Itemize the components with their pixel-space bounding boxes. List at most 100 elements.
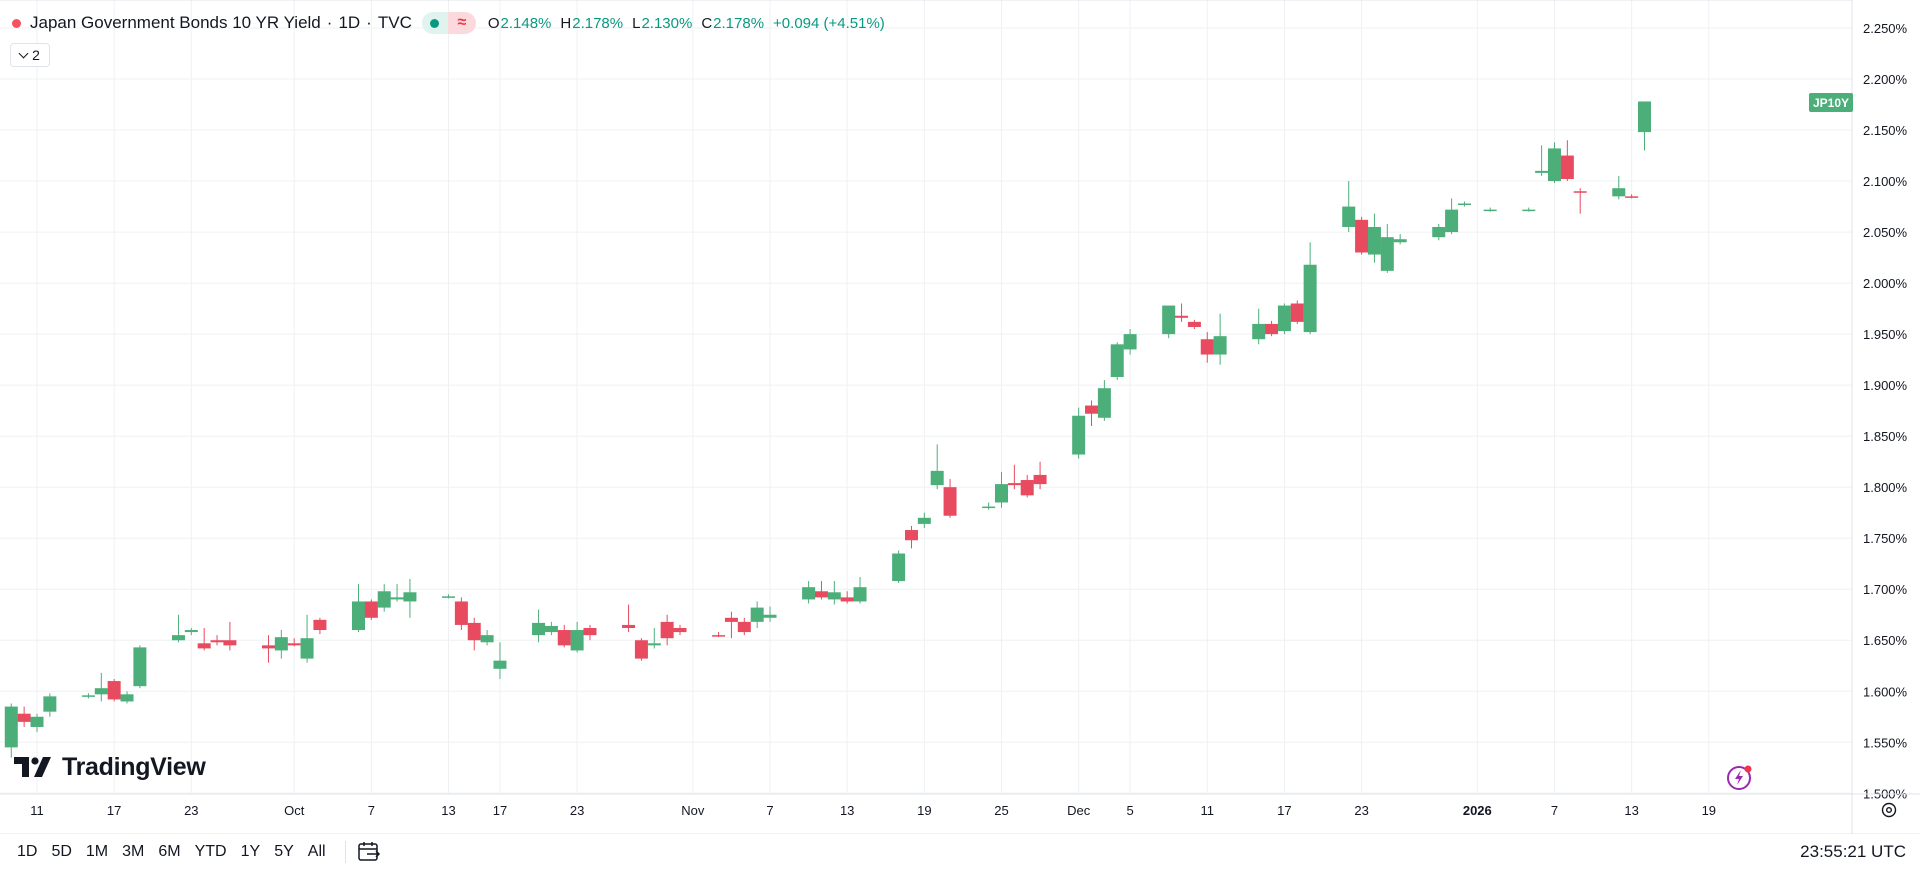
grid-lines — [0, 0, 1852, 794]
candle-body — [1393, 239, 1407, 243]
candle — [1020, 474, 1034, 498]
tradingview-watermark[interactable]: TradingView — [14, 753, 206, 781]
candle-body — [995, 484, 1008, 503]
x-tick-label: 17 — [107, 803, 121, 818]
candle — [1547, 142, 1561, 184]
candle — [197, 627, 211, 651]
candle — [622, 604, 636, 633]
candle — [995, 471, 1008, 508]
candle-body — [1380, 237, 1394, 271]
x-tick-label: Dec — [1067, 803, 1091, 818]
price-chart[interactable]: 1.500%1.550%1.600%1.650%1.700%1.750%1.80… — [0, 0, 1920, 834]
candle — [1072, 407, 1086, 459]
ohlc-values: O2.148% H2.178% L2.130% C2.178% +0.094 (… — [488, 15, 885, 32]
range-button-1m[interactable]: 1M — [85, 843, 109, 860]
range-button-6m[interactable]: 6M — [158, 843, 181, 860]
collapse-indicators-button[interactable]: 2 — [10, 43, 50, 67]
candle-body — [827, 592, 841, 600]
compare-icon[interactable]: ≈ — [447, 12, 476, 34]
interval-label[interactable]: 1D — [338, 13, 361, 32]
candle-body — [1200, 339, 1214, 355]
candle-body — [763, 614, 777, 618]
symbol-title[interactable]: Japan Government Bonds 10 YR Yield — [30, 13, 321, 32]
ticker-price-badge: JP10Y — [1809, 93, 1853, 112]
candle — [544, 621, 558, 636]
symbol-legend: Japan Government Bonds 10 YR Yield · 1D … — [12, 12, 885, 34]
candle — [1162, 305, 1176, 339]
x-tick-label: 23 — [1354, 803, 1368, 818]
candle — [1110, 342, 1124, 381]
candle-body — [261, 645, 275, 649]
candle — [1432, 223, 1446, 241]
candle — [1612, 175, 1626, 200]
candle-body — [1432, 226, 1446, 238]
lightning-icon[interactable] — [1726, 763, 1754, 791]
candle — [30, 713, 44, 733]
candle-body — [557, 630, 571, 646]
candle-body — [1097, 388, 1111, 418]
candle-body — [1213, 336, 1227, 355]
candle — [982, 502, 996, 510]
candle — [904, 525, 918, 549]
candle-body — [1007, 483, 1021, 486]
x-tick-label: 7 — [766, 803, 773, 818]
candle-body — [814, 591, 828, 598]
candle-body — [4, 706, 18, 748]
candle-body — [1483, 209, 1497, 212]
candle-body — [184, 630, 198, 633]
candle-body — [287, 643, 301, 646]
candle — [1303, 242, 1317, 335]
candle-body — [1303, 264, 1317, 333]
candle — [853, 576, 867, 604]
y-tick-label: 1.750% — [1863, 531, 1908, 546]
x-tick-label: 23 — [184, 803, 198, 818]
range-button-ytd[interactable]: YTD — [194, 843, 227, 860]
exchange-label[interactable]: TVC — [377, 13, 412, 32]
candle — [94, 672, 108, 702]
candle — [352, 584, 365, 633]
candle-body — [1290, 303, 1304, 322]
gear-icon[interactable] — [1880, 801, 1898, 819]
candle — [1033, 461, 1047, 490]
candle — [1200, 332, 1214, 363]
eye-visibility-icon[interactable] — [421, 12, 448, 34]
candle — [647, 627, 661, 649]
candle-body — [480, 635, 494, 643]
candle — [1252, 308, 1266, 345]
range-button-5d[interactable]: 5D — [51, 843, 72, 860]
candle — [750, 601, 764, 628]
candle — [1085, 400, 1099, 426]
candle-body — [171, 635, 185, 641]
candle-body — [442, 596, 456, 598]
range-button-1d[interactable]: 1D — [17, 843, 38, 860]
candle-body — [1175, 315, 1189, 318]
candle-body — [544, 625, 558, 633]
range-button-5y[interactable]: 5Y — [274, 843, 294, 860]
visibility-toggle[interactable]: ≈ — [421, 12, 476, 34]
candle — [557, 624, 571, 648]
y-tick-label: 1.700% — [1863, 582, 1908, 597]
range-button-1y[interactable]: 1Y — [240, 843, 261, 860]
candle-body — [454, 601, 468, 625]
candle-body — [210, 640, 224, 643]
utc-clock[interactable]: 23:55:21 UTC — [1800, 842, 1906, 861]
candle — [1342, 181, 1356, 233]
candle-body — [1020, 480, 1034, 496]
candle — [210, 635, 224, 646]
separator-dot: · — [326, 13, 333, 32]
x-tick-label: Oct — [284, 803, 305, 818]
candles — [4, 101, 1651, 758]
range-button-3m[interactable]: 3M — [122, 843, 145, 860]
range-button-all[interactable]: All — [307, 843, 326, 860]
candle-body — [737, 621, 751, 633]
candle-body — [133, 647, 147, 687]
candle-body — [197, 643, 211, 649]
calendar-goto-icon[interactable] — [356, 840, 382, 864]
candle — [261, 635, 275, 663]
candle-body — [30, 716, 44, 727]
candle — [802, 581, 816, 604]
open-value: O2.148% — [487, 14, 552, 32]
x-tick-label: 17 — [493, 803, 507, 818]
y-tick-label: 2.000% — [1863, 276, 1908, 291]
candle-body — [1110, 344, 1124, 377]
